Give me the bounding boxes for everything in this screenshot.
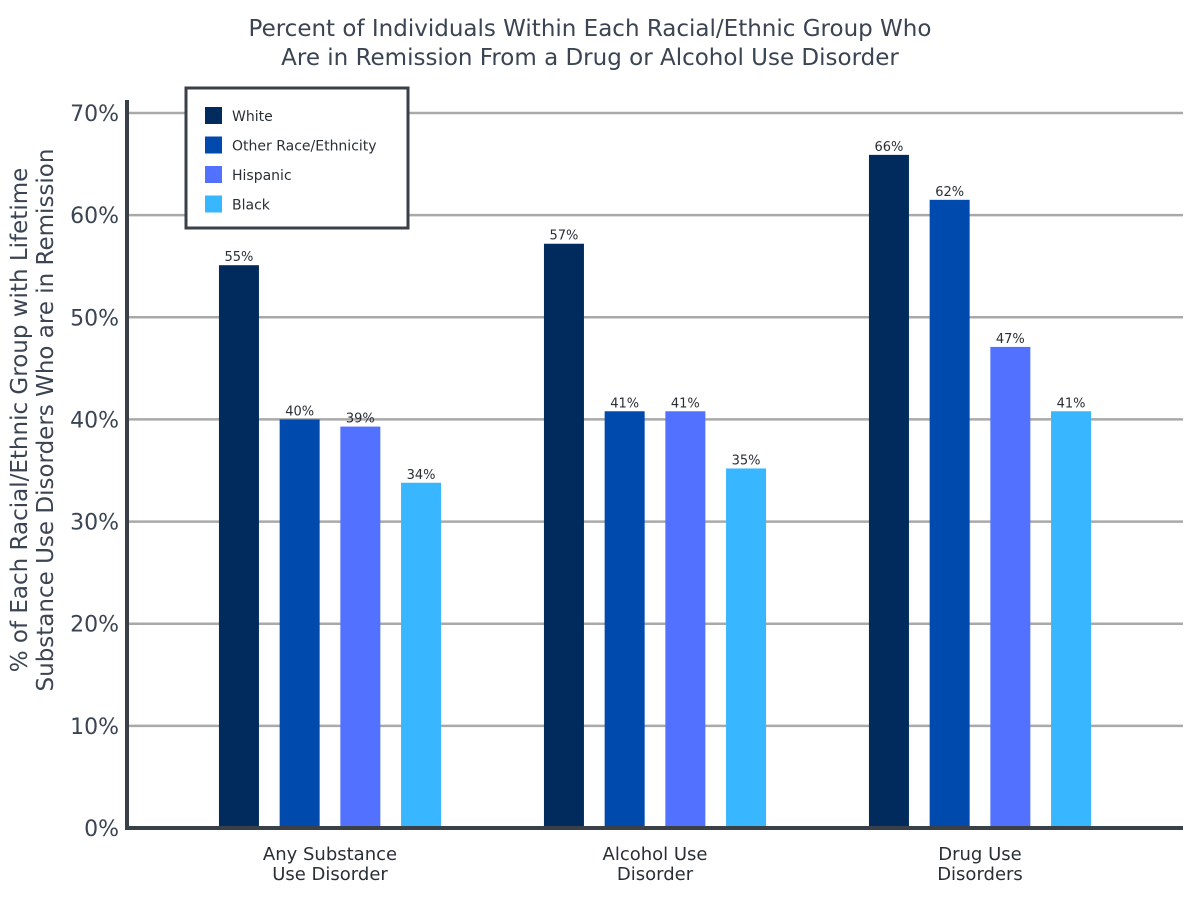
data-label: 35% xyxy=(732,453,761,468)
data-label: 47% xyxy=(996,332,1025,347)
legend-swatch xyxy=(205,136,222,154)
legend: White Other Race/Ethnicity Hispanic Black xyxy=(184,86,410,230)
bar xyxy=(990,346,1031,828)
legend-label: Hispanic xyxy=(232,168,292,184)
y-axis-label-line-1: % of Each Racial/Ethnic Group with Lifet… xyxy=(7,168,33,673)
y-tick-label: 30% xyxy=(70,511,119,536)
y-tick-label: 10% xyxy=(70,715,119,740)
chart-title-line-1: Percent of Individuals Within Each Racia… xyxy=(249,16,932,42)
bar xyxy=(604,411,645,828)
y-tick-label: 60% xyxy=(70,204,119,229)
y-tick-label: 70% xyxy=(70,102,119,127)
data-label: 57% xyxy=(549,229,578,244)
bars xyxy=(218,154,1092,829)
x-category-label: Any Substance xyxy=(263,844,397,865)
y-tick-label: 50% xyxy=(70,306,119,331)
y-axis-ticks: 0% 10% 20% 30% 40% 50% 60% 70% xyxy=(70,102,119,842)
legend-swatch xyxy=(205,166,222,183)
bar xyxy=(665,411,706,828)
x-category-label: Alcohol Use xyxy=(603,844,708,865)
data-label: 41% xyxy=(1057,396,1086,411)
data-label: 41% xyxy=(671,396,700,411)
data-label: 34% xyxy=(407,468,436,483)
x-category-label: Disorder xyxy=(617,864,694,885)
bar xyxy=(279,419,320,828)
y-tick-label: 0% xyxy=(84,817,119,842)
bar xyxy=(929,199,970,829)
chart-title-line-2: Are in Remission From a Drug or Alcohol … xyxy=(281,45,899,71)
x-category-label: Drug Use xyxy=(938,844,1021,865)
data-labels: 55% 40% 39% 34% 57% 41% 41% 35% 66% 62% 47% 41% xyxy=(224,140,1085,483)
y-tick-label: 40% xyxy=(70,408,119,433)
x-category-label: Use Disorder xyxy=(272,864,388,885)
x-category-label: Disorders xyxy=(937,864,1023,885)
data-label: 39% xyxy=(346,412,375,427)
y-axis-label-line-2: Substance Use Disorders Who are in Remis… xyxy=(33,149,59,692)
legend-label: Black xyxy=(232,198,271,214)
bar xyxy=(401,482,442,828)
axes xyxy=(125,100,1183,830)
legend-swatch xyxy=(205,195,222,213)
data-label: 55% xyxy=(224,250,253,265)
bar xyxy=(1051,411,1092,828)
data-label: 40% xyxy=(285,404,314,419)
legend-label: White xyxy=(232,109,273,125)
bar xyxy=(868,154,909,829)
data-label: 62% xyxy=(935,185,964,200)
y-tick-label: 20% xyxy=(70,613,119,638)
bar xyxy=(543,243,584,828)
legend-box xyxy=(184,86,410,230)
bar xyxy=(218,265,259,828)
bar xyxy=(726,468,767,828)
legend-swatch xyxy=(205,107,222,124)
bar xyxy=(340,426,381,828)
chart-title: Percent of Individuals Within Each Racia… xyxy=(249,16,932,71)
legend-label: Other Race/Ethnicity xyxy=(232,139,377,155)
legend-items: White Other Race/Ethnicity Hispanic Black xyxy=(205,107,377,214)
data-label: 41% xyxy=(610,396,639,411)
y-axis-label: % of Each Racial/Ethnic Group with Lifet… xyxy=(7,149,59,692)
data-label: 66% xyxy=(874,140,903,155)
